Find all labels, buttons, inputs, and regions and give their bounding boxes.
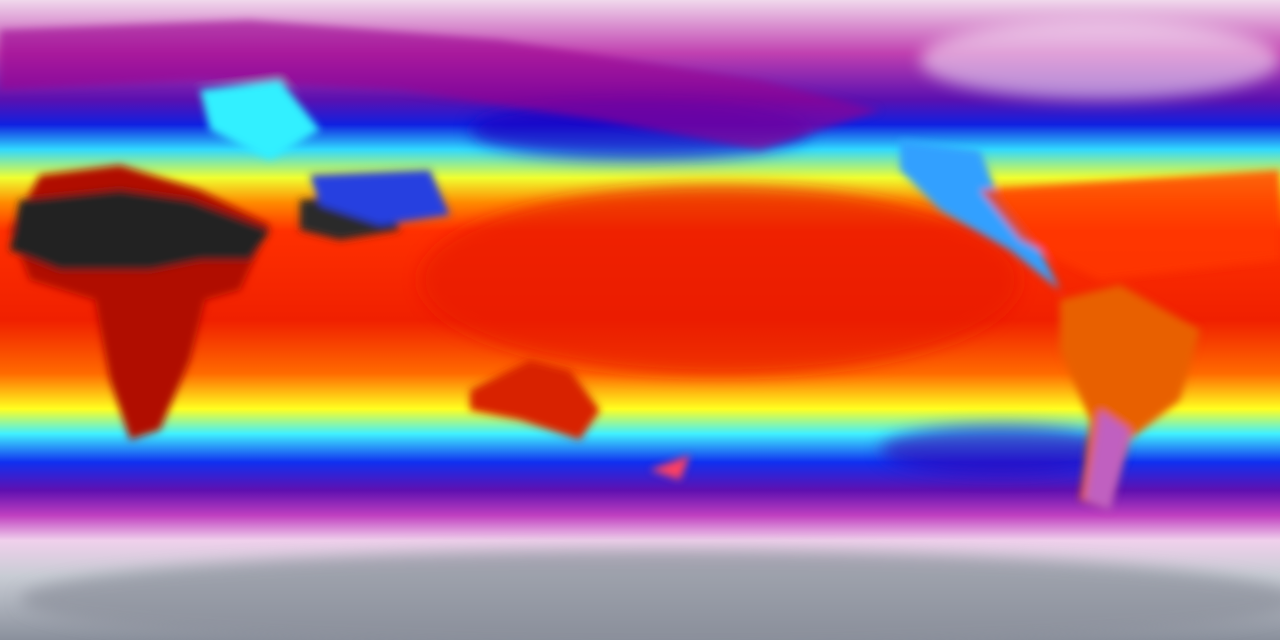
- south-pacific-cold-region: [880, 425, 1120, 475]
- australia: [470, 360, 600, 440]
- antarctica: [20, 550, 1280, 640]
- andes-south: [1085, 410, 1130, 510]
- pacific-warm-pool: [420, 185, 1020, 375]
- sahara-desert: [10, 190, 270, 270]
- arctic-region: [920, 20, 1280, 100]
- eurasia-north: [0, 20, 880, 150]
- tibetan-plateau: [310, 170, 450, 225]
- atlantic-warm-region: [980, 170, 1280, 280]
- europe: [200, 80, 320, 160]
- new-zealand: [650, 455, 690, 480]
- north-america-west: [900, 140, 1060, 290]
